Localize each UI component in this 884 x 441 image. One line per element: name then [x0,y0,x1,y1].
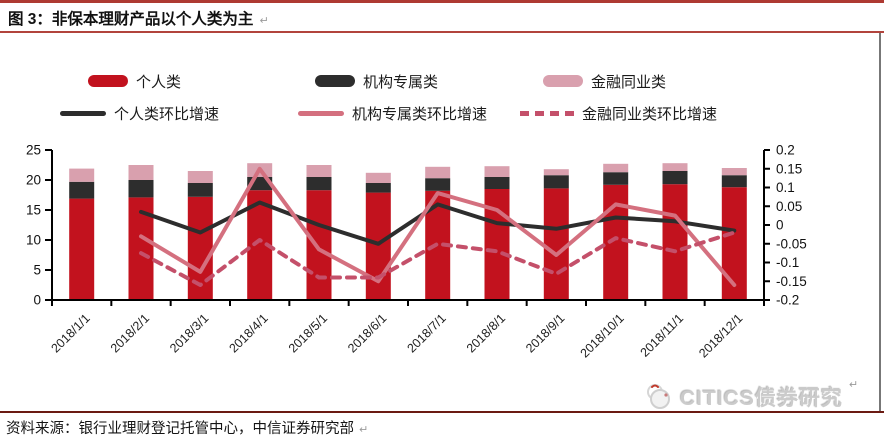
bar-segment [543,188,569,300]
bar-series-group [69,163,747,300]
source-paragraph-mark-icon: ↵ [359,424,369,436]
figure-right-border [879,33,881,411]
legend-swatch-icon [60,110,106,116]
bar-segment [187,171,213,183]
bar-segment [662,184,688,300]
bar-segment [306,165,332,177]
bar-segment [425,166,451,179]
bar-segment [603,163,629,173]
svg-text:2018/2/1: 2018/2/1 [108,311,152,355]
legend-swatch-icon [315,75,355,87]
svg-text:2018/6/1: 2018/6/1 [345,311,389,355]
source-text: 资料来源：银行业理财登记托管中心，中信证券研究部 [6,421,354,437]
svg-text:0.05: 0.05 [776,199,802,214]
bar-segment [365,183,391,193]
footer-rule [0,411,884,413]
title-underline-rule [0,31,884,33]
legend-swatch-icon [298,110,344,116]
legend-swatch-icon [543,75,583,87]
legend-item: 金融同业类 [543,70,666,92]
bar-segment [721,175,747,188]
svg-text:-0.05: -0.05 [776,236,807,251]
bar-segment [128,165,154,180]
bar-segment [69,168,95,182]
figure-title-row: 图 3：非保本理财产品以个人类为主 ↵ [8,7,269,29]
bar-segment [603,184,629,300]
svg-text:20: 20 [26,173,41,188]
svg-text:10: 10 [26,233,41,248]
paragraph-mark-icon: ↵ [259,15,269,27]
svg-text:2018/9/1: 2018/9/1 [523,311,567,355]
bar-segment [365,192,391,300]
legend-label: 个人类环比增速 [114,105,220,123]
logo-paragraph-mark-icon: ↵ [848,379,859,391]
bar-segment [69,181,95,199]
bar-segment [128,180,154,198]
svg-text:5: 5 [33,263,41,278]
svg-text:0.1: 0.1 [776,180,795,195]
legend-item: 机构专属类 [315,70,438,92]
bar-segment [662,163,688,171]
svg-text:15: 15 [26,203,41,218]
bar-segment [306,190,332,300]
svg-text:2018/7/1: 2018/7/1 [404,311,448,355]
legend-item: 个人类环比增速 [60,102,219,124]
bar-segment [484,166,510,177]
citics-logo-icon [647,384,670,409]
svg-text:-0.1: -0.1 [776,255,799,270]
growth-line [139,230,737,287]
svg-text:2018/12/1: 2018/12/1 [696,311,745,360]
svg-text:2018/1/1: 2018/1/1 [48,311,92,355]
line-series-group [139,166,737,287]
bar-segment [543,169,569,176]
growth-line [139,200,737,246]
svg-text:-0.15: -0.15 [776,274,807,289]
svg-text:-0.2: -0.2 [776,293,799,308]
bar-segment [425,178,451,191]
chart-legend: 个人类 机构专属类 金融同业类个人类环比增速 机构专属类环比增速 金融同业类环比增速 [0,0,884,130]
bar-segment [187,183,213,197]
bar-segment [306,177,332,191]
svg-text:2018/10/1: 2018/10/1 [578,311,627,360]
legend-item: 个人类 [88,70,181,92]
bar-segment [543,175,569,189]
svg-text:2018/4/1: 2018/4/1 [226,311,270,355]
svg-text:2018/3/1: 2018/3/1 [167,311,211,355]
figure-title: 图 3：非保本理财产品以个人类为主 [8,11,254,28]
legend-item: 机构专属类环比增速 [298,102,487,124]
legend-label: 机构专属类 [363,73,439,91]
bar-segment [721,168,747,176]
svg-text:2018/5/1: 2018/5/1 [286,311,330,355]
citics-logo-text: CITICS债券研究 [680,387,843,410]
bar-segment [721,187,747,300]
svg-text:0.2: 0.2 [776,143,795,158]
svg-text:0: 0 [33,293,41,308]
citics-logo: CITICS债券研究 ↵ [644,379,858,412]
legend-label: 金融同业类环比增速 [582,105,718,123]
legend-label: 机构专属类环比增速 [352,105,488,123]
legend-swatch-icon [88,75,128,87]
combo-chart: 0 5 10 15 20 25 0.2 0.15 0.1 0.05 0 -0.05 -0.1 -0.15 -… [26,143,807,361]
bar-segment [365,172,391,183]
bar-segment [662,171,688,185]
top-border-rule [0,0,884,3]
legend-item: 金融同业类环比增速 [520,102,717,124]
bar-segment [603,172,629,185]
svg-text:2018/11/1: 2018/11/1 [638,311,687,360]
bar-segment [484,177,510,189]
source-row: 资料来源：银行业理财登记托管中心，中信证券研究部 ↵ [6,417,368,438]
bar-segment [69,198,95,300]
svg-text:0: 0 [776,218,784,233]
legend-swatch-icon [520,110,574,116]
svg-text:25: 25 [26,143,41,158]
legend-label: 金融同业类 [591,73,667,91]
growth-line [139,166,737,287]
svg-text:0.15: 0.15 [776,161,802,176]
legend-label: 个人类 [136,73,182,91]
svg-text:2018/8/1: 2018/8/1 [464,311,508,355]
